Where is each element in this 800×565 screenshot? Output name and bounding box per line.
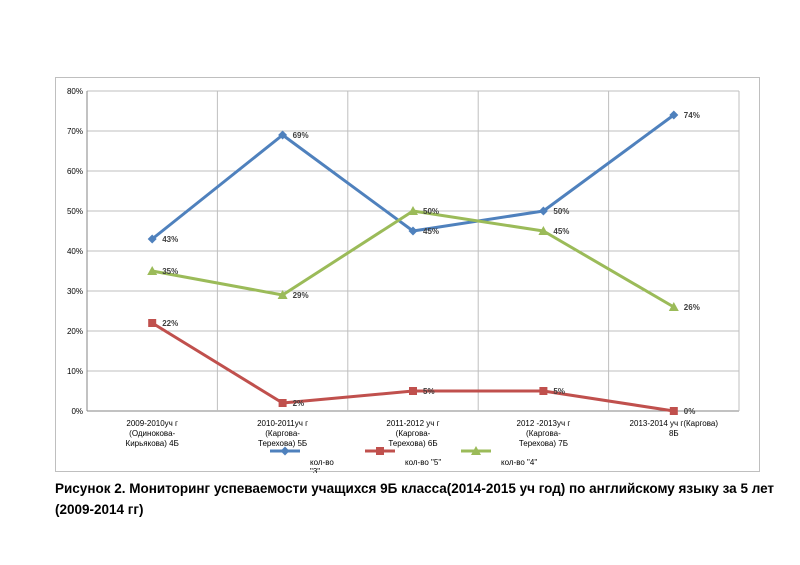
data-label: 45% [423, 227, 439, 236]
data-label: 43% [162, 235, 178, 244]
data-point [539, 387, 548, 395]
y-tick-label: 40% [67, 247, 83, 256]
y-tick-label: 30% [67, 287, 83, 296]
x-axis-categories: 2009-2010уч г (Одинокова-Кирьякова) 4Б 201… [126, 419, 719, 448]
data-point [278, 130, 288, 140]
x-category-label: 2013-2014 уч г(Каргова) 8Б [630, 419, 719, 438]
data-label: 29% [293, 291, 309, 300]
data-point [147, 234, 157, 244]
data-label: 74% [684, 111, 700, 120]
y-tick-label: 80% [67, 87, 83, 96]
series-lines [147, 110, 679, 415]
data-label: 69% [293, 131, 309, 140]
series-line [151, 113, 675, 241]
legend-label: кол-во "4" [501, 458, 537, 467]
data-label: 50% [423, 207, 439, 216]
data-point [538, 206, 548, 216]
y-tick-label: 10% [67, 367, 83, 376]
legend-item-3: кол-во "4" [461, 446, 537, 467]
y-tick-label: 60% [67, 167, 83, 176]
legend: кол-во "3" кол-во "5" кол-во "4" [270, 446, 537, 473]
series-2 [148, 319, 678, 415]
x-category-label: 2009-2010уч г (Одинокова-Кирьякова) 4Б [126, 419, 179, 448]
x-category-label: 2010-2011уч г (Каргова-Терехова) 5Б [257, 419, 308, 448]
data-point [538, 226, 549, 235]
data-point [147, 266, 158, 275]
data-point [278, 399, 287, 407]
series-line [151, 209, 675, 309]
legend-marker [376, 447, 384, 455]
data-point [408, 226, 418, 236]
y-tick-label: 70% [67, 127, 83, 136]
x-category-label: 2012 -2013уч г (Каргова-Терехова) 7Б [517, 419, 571, 448]
data-point [408, 206, 418, 215]
legend-item-1: кол-во "3" [270, 446, 334, 473]
y-tick-label: 20% [67, 327, 83, 336]
data-point [669, 407, 678, 415]
data-label: 45% [553, 227, 569, 236]
data-label: 22% [162, 319, 178, 328]
legend-marker [280, 446, 290, 456]
data-label: 5% [553, 387, 565, 396]
data-label: 50% [553, 207, 569, 216]
data-label: 0% [684, 407, 696, 416]
data-label: 35% [162, 267, 178, 276]
data-point [409, 387, 417, 395]
series-line [151, 321, 675, 413]
y-tick-label: 50% [67, 207, 83, 216]
legend-label: кол-во "5" [405, 458, 441, 467]
data-point [669, 110, 679, 120]
legend-label: кол-во "3" [310, 458, 334, 473]
legend-item-2: кол-во "5" [365, 447, 441, 467]
data-label: 26% [684, 303, 700, 312]
legend-marker [471, 446, 481, 455]
data-point [668, 302, 679, 311]
data-label: 5% [423, 387, 435, 396]
figure-caption: Рисунок 2. Мониторинг успеваемости учащи… [55, 481, 775, 517]
data-label: 2% [293, 399, 305, 408]
y-tick-label: 0% [71, 407, 83, 416]
y-axis-ticks: 0% 10% 20% 30% 40% 50% 60% 70% 80% [67, 87, 83, 416]
chart-area: 0% 10% 20% 30% 40% 50% 60% 70% 80% 2009-2010уч г… [55, 77, 760, 473]
series-3 [147, 206, 679, 311]
x-category-label: 2011-2012 уч г (Каргова-Терехова) 6Б [386, 419, 439, 448]
data-labels: 43% 69% 45% 50% 74% 22% 2% 5% 5% 0% 35% 29% 50% 45% 26… [162, 111, 700, 416]
line-chart: 0% 10% 20% 30% 40% 50% 60% 70% 80% 2009-2010уч г… [67, 87, 740, 473]
series-1 [147, 110, 679, 244]
data-point [277, 290, 288, 299]
data-point [148, 319, 157, 327]
